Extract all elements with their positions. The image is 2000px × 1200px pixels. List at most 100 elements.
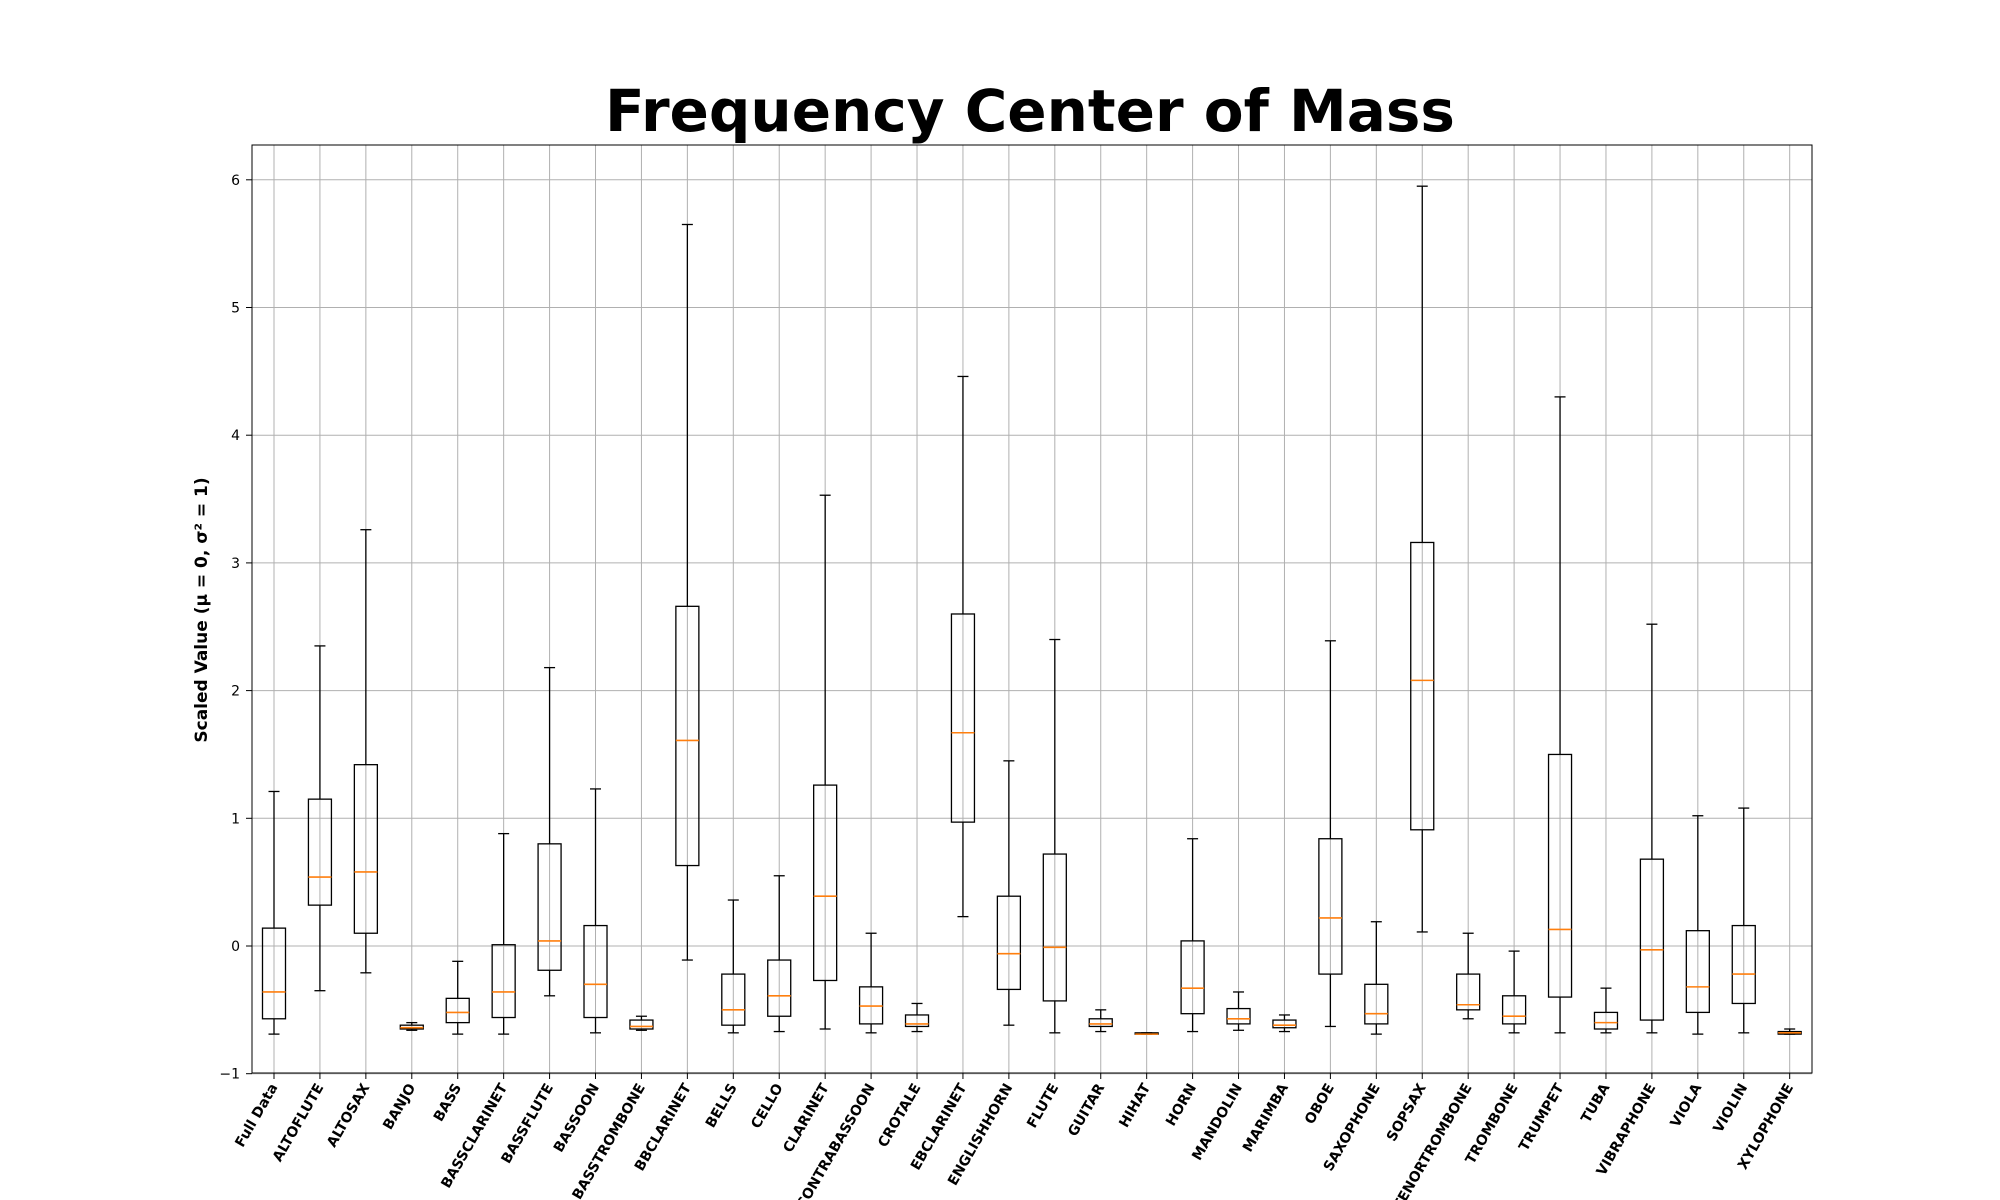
box-group (904, 1002, 930, 1033)
x-tick-label: CONTRABASSOON (794, 1081, 879, 1200)
box-iqr (950, 613, 976, 823)
y-tick-label: 4 (231, 428, 240, 444)
x-tick-label: Full Data (232, 1081, 281, 1150)
box-group (675, 223, 700, 961)
x-tick-label: SOPSAX (1384, 1081, 1430, 1145)
box-group (491, 832, 516, 1035)
box-group (1410, 185, 1435, 933)
x-tick-label: BASSOON (551, 1081, 603, 1155)
chart-title: Frequency Center of Mass (605, 77, 1455, 145)
box-iqr (1364, 983, 1389, 1025)
box-iqr (307, 798, 333, 906)
box-iqr (675, 605, 700, 867)
x-tick-label: VIOLA (1668, 1081, 1706, 1130)
box-group (1134, 1032, 1159, 1035)
box-iqr (1547, 753, 1573, 998)
box-group (445, 960, 470, 1035)
x-tick-label: OBOE (1302, 1081, 1338, 1127)
box-group (1180, 838, 1205, 1033)
x-tick-label: CROTALE (875, 1081, 924, 1150)
x-tick-label: TENORTROMBONE (1390, 1081, 1475, 1200)
box-group (1731, 807, 1756, 1034)
y-tick-label: 3 (231, 556, 240, 572)
box-iqr (1042, 853, 1067, 1002)
box-series (261, 185, 1802, 1035)
box-group (583, 788, 608, 1034)
x-tick-label: VIOLIN (1710, 1081, 1751, 1136)
box-iqr (767, 959, 792, 1017)
x-tick-label: FLUTE (1024, 1081, 1062, 1131)
x-tick-label: GUITAR (1065, 1081, 1108, 1140)
box-group (1318, 640, 1343, 1028)
box-group (1777, 1028, 1802, 1035)
box-group (261, 790, 287, 1035)
box-iqr (1226, 1007, 1251, 1025)
box-iqr (1180, 940, 1205, 1015)
box-group (721, 899, 746, 1034)
box-iqr (353, 764, 379, 934)
x-tick-label: BASS (431, 1081, 465, 1125)
x-tick-label: ALTOSAX (324, 1081, 373, 1150)
box-iqr (1639, 858, 1665, 1021)
box-group (1547, 396, 1573, 1034)
box-group (1685, 815, 1710, 1035)
box-group (629, 1015, 654, 1031)
x-tick-label: CLARINET (780, 1081, 833, 1156)
box-iqr (629, 1019, 654, 1030)
axes-frame (251, 144, 1813, 1074)
box-iqr (1410, 541, 1435, 831)
box-iqr (1731, 924, 1756, 1005)
box-group (1272, 1014, 1297, 1033)
box-group (353, 529, 379, 974)
box-iqr (445, 997, 470, 1024)
x-tick-label: TRUMPET (1516, 1081, 1568, 1154)
box-group (1042, 638, 1067, 1034)
box-iqr (1272, 1019, 1297, 1029)
box-iqr (996, 895, 1022, 991)
box-iqr (261, 927, 287, 1020)
box-iqr (1685, 930, 1710, 1014)
y-axis-label: Scaled Value (μ = 0, σ² = 1) (192, 477, 212, 742)
box-iqr (491, 944, 516, 1019)
x-tick-label: HORN (1163, 1081, 1200, 1129)
box-group (813, 494, 838, 1030)
x-tick-label: MARIMBA (1240, 1081, 1292, 1155)
box-group (1088, 1009, 1113, 1033)
y-tick-label: −1 (219, 1067, 240, 1083)
y-tick-label: 0 (231, 939, 240, 955)
x-tick-label: BELLS (703, 1081, 741, 1131)
y-tick-label: 5 (231, 301, 240, 317)
y-tick-label: 1 (231, 811, 240, 827)
box-group (399, 1021, 424, 1031)
box-group (1226, 991, 1251, 1031)
y-tick-label: 6 (231, 173, 240, 189)
box-iqr (1088, 1018, 1113, 1028)
box-group (1593, 987, 1619, 1034)
x-tick-label: HIHAT (1116, 1081, 1154, 1131)
box-iqr (813, 784, 838, 982)
box-group (1456, 932, 1481, 1020)
box-group (1364, 921, 1389, 1035)
box-iqr (537, 843, 562, 971)
box-iqr (1593, 1011, 1619, 1030)
box-iqr (1318, 838, 1343, 975)
x-tick-label: CELLO (748, 1081, 786, 1132)
box-group (1501, 950, 1527, 1034)
x-tick-label: TUBA (1578, 1081, 1613, 1126)
box-group (996, 760, 1022, 1026)
box-iqr (721, 973, 746, 1026)
box-iqr (904, 1014, 930, 1028)
box-group (950, 375, 976, 918)
x-tick-label: MANDOLIN (1189, 1081, 1246, 1163)
x-tick-label: BANJO (380, 1081, 419, 1133)
box-iqr (1501, 995, 1527, 1025)
y-axis-ticks: −1 0 1 2 3 4 5 6 (219, 173, 252, 1083)
box-iqr (583, 924, 608, 1019)
y-tick-label: 2 (231, 684, 240, 700)
box-group (767, 875, 792, 1033)
grid-lines (252, 145, 1812, 1075)
box-group (537, 666, 562, 997)
box-group (307, 645, 333, 992)
